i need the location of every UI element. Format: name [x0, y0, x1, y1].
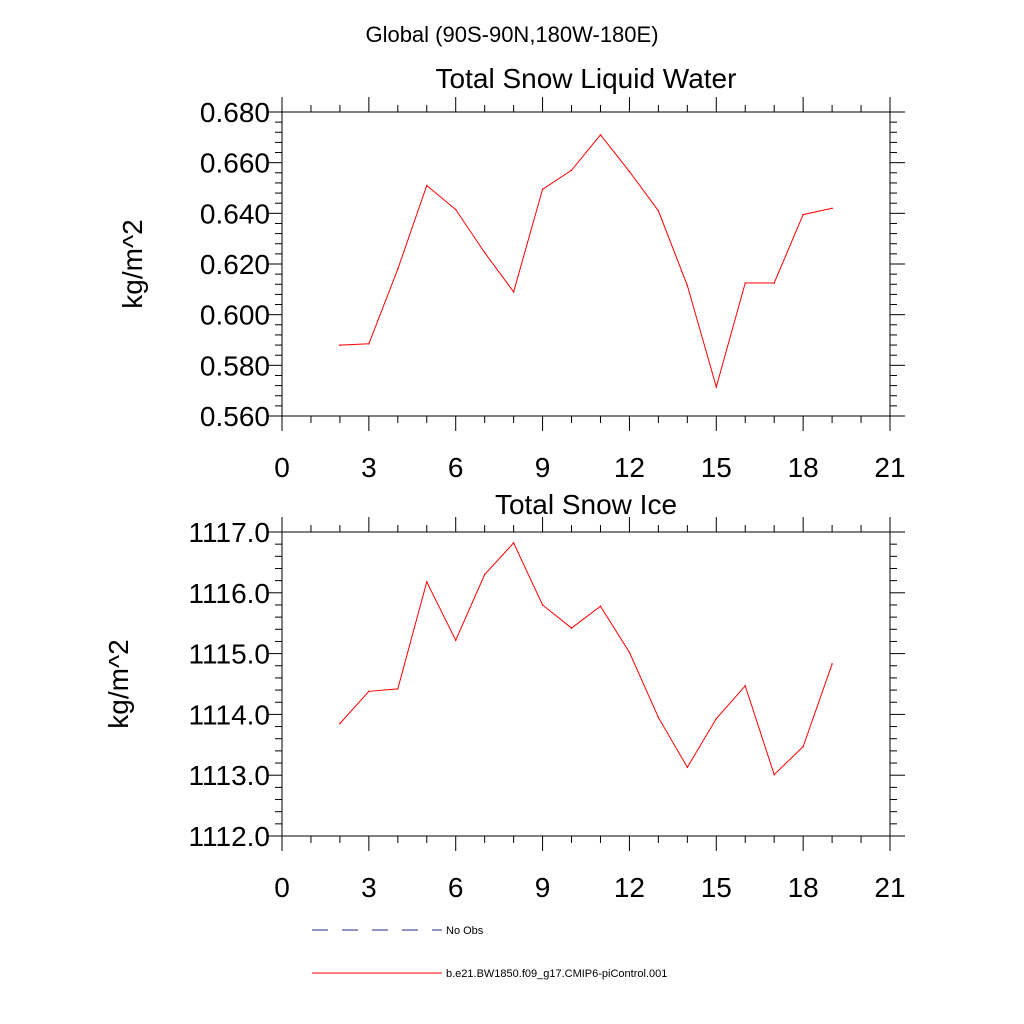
chart2-title: Total Snow Ice	[495, 489, 677, 520]
chart1-point-10	[570, 169, 573, 172]
chart1-frame	[281, 111, 891, 417]
chart1-ytick-label-0.640: 0.640	[200, 198, 270, 229]
chart1-point-11	[599, 134, 602, 136]
chart2-frame	[281, 531, 891, 837]
chart1-point-2	[339, 344, 341, 346]
chart2-point-14	[686, 766, 689, 769]
chart2-point-4	[397, 688, 399, 690]
chart1-point-15	[715, 386, 718, 388]
chart1-point-9	[541, 188, 544, 191]
chart1-point-5	[425, 184, 428, 187]
chart1-point-6	[454, 208, 457, 211]
chart1-xtick-label-21: 21	[874, 452, 905, 483]
chart1-ytick-label-0.620: 0.620	[200, 249, 270, 280]
legend-label-model: b.e21.BW1850.f09_g17.CMIP6-piControl.001	[446, 968, 667, 980]
chart1-point-4	[397, 268, 399, 270]
legend-label-no-obs: No Obs	[446, 925, 484, 937]
chart2-ytick-label-1117.0: 1117.0	[189, 517, 270, 548]
chart2-point-10	[570, 627, 573, 629]
chart1-point-17	[773, 282, 775, 284]
chart2-point-9	[541, 604, 544, 606]
chart2-point-2	[339, 722, 341, 725]
chart1-ytick-label-0.680: 0.680	[200, 97, 270, 128]
chart1-series-line	[339, 134, 833, 389]
chart1-ytick-label-0.580: 0.580	[200, 350, 270, 381]
panel-total-snow-ice: Total Snow Ice kg/m^2 0 3 6 9 12 15 18 21 1112.0 11…	[103, 489, 906, 903]
chart2-point-8	[512, 542, 515, 544]
chart2-point-15	[715, 717, 718, 720]
chart1-ytick-label-0.600: 0.600	[200, 300, 270, 331]
chart2-point-17	[773, 773, 775, 776]
legend: No Obs b.e21.BW1850.f09_g17.CMIP6-piCont…	[312, 925, 667, 980]
chart2-xtick-label-18: 18	[788, 872, 819, 903]
chart2-ytick-label-1113.0: 1113.0	[189, 760, 270, 791]
chart1-point-8	[512, 291, 515, 293]
chart2-series-line	[339, 542, 833, 776]
chart1-xtick-label-3: 3	[361, 452, 377, 483]
chart2-xtick-label-9: 9	[535, 872, 551, 903]
chart1-point-18	[802, 213, 804, 216]
chart2-point-13	[657, 716, 660, 719]
chart2-point-3	[368, 690, 370, 693]
chart2-ytick-label-1112.0: 1112.0	[189, 821, 270, 852]
chart2-xtick-label-15: 15	[701, 872, 732, 903]
chart2-ytick-label-1115.0: 1115.0	[189, 639, 270, 670]
chart1-xtick-label-18: 18	[788, 452, 819, 483]
chart2-point-16	[744, 685, 747, 687]
chart2-xtick-label-6: 6	[448, 872, 464, 903]
chart1-title: Total Snow Liquid Water	[436, 63, 737, 94]
chart1-point-19	[831, 207, 833, 210]
chart2-point-12	[628, 651, 631, 654]
chart2-xtick-label-12: 12	[614, 872, 645, 903]
chart2-point-7	[483, 573, 486, 576]
chart2-point-19	[831, 663, 833, 665]
chart2-xtick-label-3: 3	[361, 872, 377, 903]
chart2-point-6	[454, 639, 457, 642]
chart2-xtick-label-21: 21	[874, 872, 905, 903]
chart1-point-14	[686, 284, 689, 287]
chart1-point-7	[483, 251, 486, 254]
chart2-point-11	[599, 605, 602, 607]
chart1-xtick-label-6: 6	[448, 452, 464, 483]
chart1-ytick-label-0.660: 0.660	[200, 148, 270, 179]
chart2-point-18	[802, 745, 804, 748]
chart1-point-3	[368, 343, 370, 345]
chart2-xtick-label-0: 0	[274, 872, 290, 903]
chart2-point-5	[425, 581, 428, 583]
figure-supertitle: Global (90S-90N,180W-180E)	[365, 22, 658, 47]
chart1-xtick-label-0: 0	[274, 452, 290, 483]
chart1-ytick-label-0.560: 0.560	[200, 401, 270, 432]
chart1-ylabel: kg/m^2	[117, 219, 148, 308]
chart2-ylabel: kg/m^2	[103, 639, 134, 728]
chart1-xtick-label-9: 9	[535, 452, 551, 483]
chart1-point-16	[744, 282, 747, 284]
chart1-point-12	[628, 170, 631, 173]
chart1-xtick-label-12: 12	[614, 452, 645, 483]
chart1-point-13	[657, 210, 660, 212]
chart1-xtick-label-15: 15	[701, 452, 732, 483]
chart2-ytick-label-1116.0: 1116.0	[189, 578, 270, 609]
panel-total-snow-liquid-water: Total Snow Liquid Water kg/m^2 0 3 6 9 12 15 18 2…	[117, 63, 906, 483]
chart2-ytick-label-1114.0: 1114.0	[189, 699, 270, 730]
